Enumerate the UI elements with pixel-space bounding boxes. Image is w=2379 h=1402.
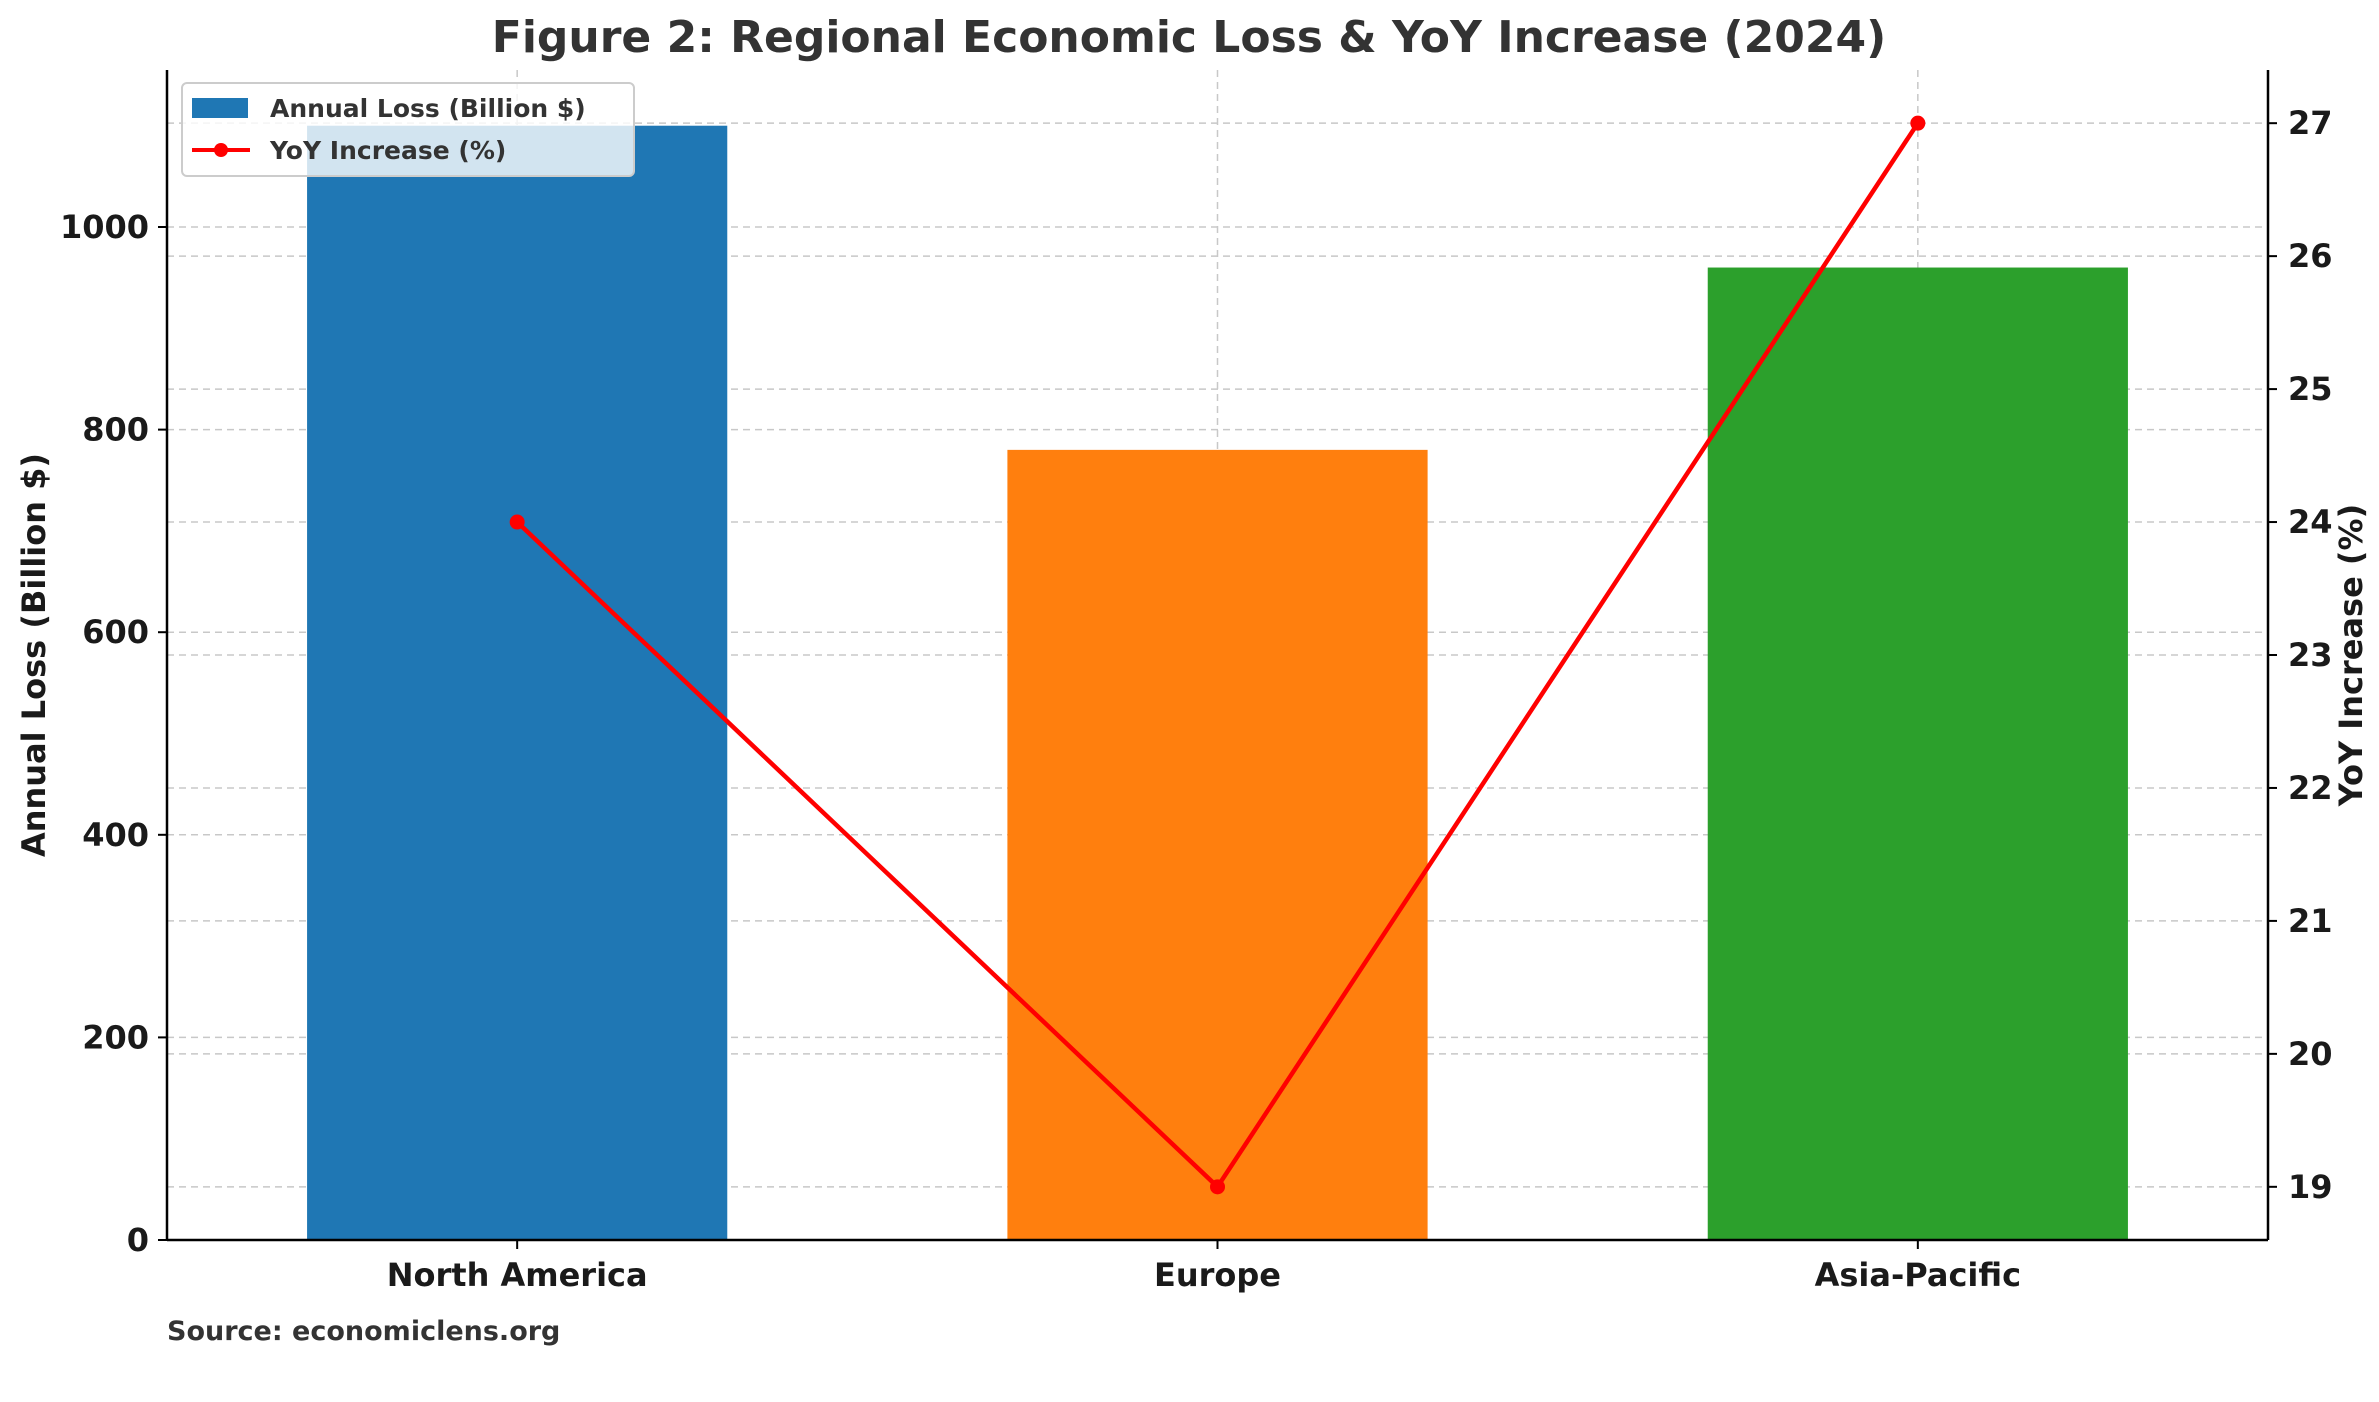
legend: Annual Loss (Billion $) YoY Increase (%) (181, 82, 635, 177)
bar-europe (1007, 449, 1428, 1240)
yoy-point-north-america (509, 514, 525, 530)
y-right-tick-label: 21 (2288, 902, 2333, 940)
axes: 0 200 400 600 800 1000 19 20 21 22 23 24 25 26 27 North… (60, 70, 2333, 1294)
chart-title: Figure 2: Regional Economic Loss & YoY I… (492, 12, 1886, 63)
y-right-tick-label: 27 (2288, 104, 2333, 142)
y-right-tick-label: 24 (2288, 503, 2333, 541)
legend-frame (181, 82, 635, 177)
legend-swatch-annual-loss (192, 98, 248, 118)
y-left-tick-label: 800 (82, 411, 149, 449)
yoy-point-asia-pacific (1910, 115, 1926, 131)
y-right-tick-label: 22 (2288, 769, 2333, 807)
yoy-point-europe (1210, 1179, 1225, 1195)
bar-asia-pacific (1707, 267, 2128, 1240)
y-left-tick-label: 400 (82, 816, 149, 854)
legend-swatch-yoy-marker (214, 143, 228, 157)
x-tick-label: Asia-Pacific (1815, 1256, 2021, 1294)
legend-label-annual-loss: Annual Loss (Billion $) (270, 94, 586, 123)
bar-north-america (307, 125, 728, 1241)
y-left-tick-label: 600 (82, 613, 149, 651)
y-right-tick-label: 25 (2288, 370, 2333, 408)
legend-label-yoy: YoY Increase (%) (269, 136, 506, 165)
y-axis-right-label: YoY Increase (%) (2332, 504, 2370, 807)
y-right-tick-label: 19 (2288, 1168, 2333, 1206)
y-right-tick-label: 26 (2288, 237, 2333, 275)
x-tick-label: Europe (1154, 1256, 1281, 1294)
y-axis-left-label: Annual Loss (Billion $) (15, 453, 53, 857)
y-right-tick-label: 20 (2288, 1035, 2333, 1073)
x-tick-label: North America (387, 1256, 648, 1294)
y-left-tick-label: 1000 (60, 208, 149, 246)
y-right-tick-label: 23 (2288, 636, 2333, 674)
y-left-tick-label: 0 (127, 1221, 149, 1259)
y-left-tick-label: 200 (82, 1018, 149, 1056)
bars (307, 125, 2128, 1241)
source-note: Source: economiclens.org (167, 1316, 560, 1347)
yoy-line-series (509, 115, 1926, 1195)
